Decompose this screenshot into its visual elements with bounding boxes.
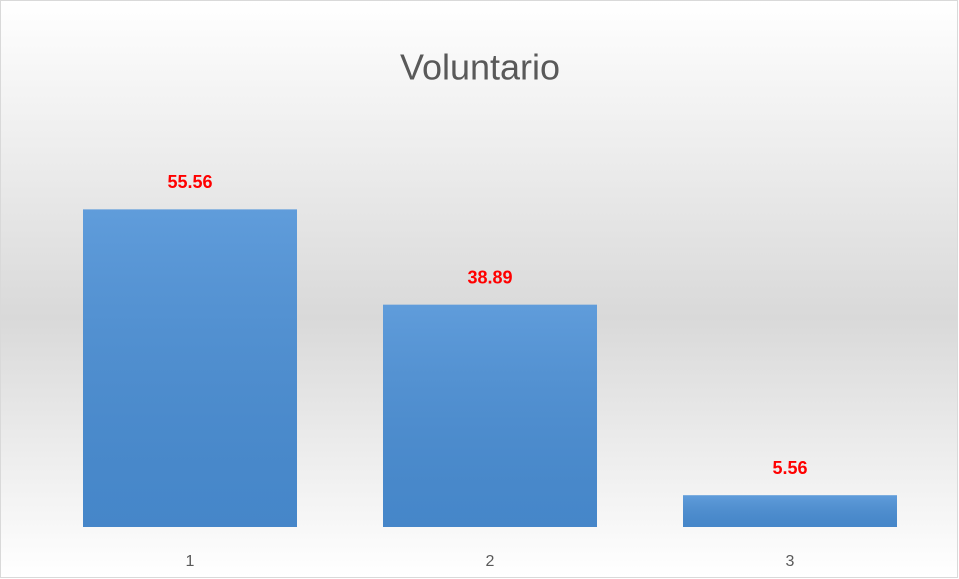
data-label: 38.89 [467, 267, 512, 287]
x-tick-label: 3 [786, 553, 795, 570]
bar-shade [383, 304, 597, 527]
data-label: 5.56 [772, 458, 807, 478]
x-tick-label: 1 [186, 553, 195, 570]
bar-shade [83, 209, 297, 527]
bar-shade [683, 495, 897, 527]
chart-title: Voluntario [400, 47, 560, 88]
x-tick-label: 2 [486, 553, 495, 570]
data-label: 55.56 [167, 172, 212, 192]
